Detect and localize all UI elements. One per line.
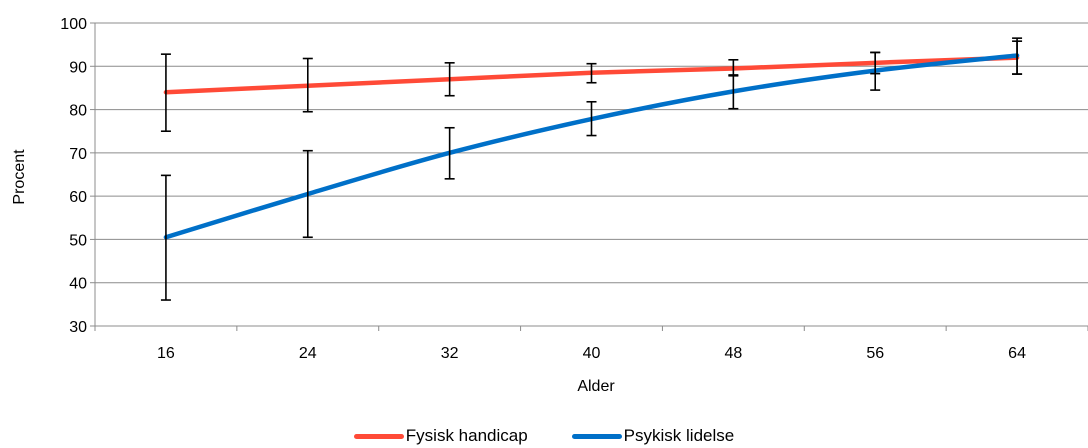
legend-swatch-fysisk-handicap: [353, 433, 404, 439]
y-tick-label-90: 90: [69, 59, 87, 76]
y-tick-label-60: 60: [69, 189, 87, 206]
legend-item-fysisk-handicap: Fysisk handicap: [353, 426, 528, 446]
y-tick-label-40: 40: [69, 276, 87, 293]
error-bars: [160, 37, 1023, 301]
error-bar-psykisk-lidelse: [444, 126, 455, 180]
y-tick-label-50: 50: [69, 232, 87, 249]
error-bar-psykisk-lidelse: [586, 100, 597, 137]
y-tick-label-80: 80: [69, 103, 87, 120]
error-bar-fysisk-handicap: [160, 53, 171, 133]
error-bar-psykisk-lidelse: [160, 174, 171, 301]
x-axis-tick-labels: 16 24 32 40 48 56 64: [157, 345, 1026, 362]
error-bar-psykisk-lidelse: [302, 149, 313, 239]
x-axis: [90, 22, 1088, 331]
error-bar-psykisk-lidelse: [1012, 37, 1023, 75]
error-bar-fysisk-handicap: [302, 57, 313, 113]
x-tick-label-32: 32: [441, 345, 459, 362]
x-tick-label-40: 40: [583, 345, 601, 362]
legend-item-psykisk-lidelse: Psykisk lidelse: [571, 426, 735, 446]
x-tick-label-64: 64: [1008, 345, 1026, 362]
legend-label-fysisk-handicap: Fysisk handicap: [405, 426, 528, 445]
legend-label-psykisk-lidelse: Psykisk lidelse: [623, 426, 735, 445]
y-tick-label-70: 70: [69, 146, 87, 163]
x-tick-label-56: 56: [866, 345, 884, 362]
line-chart: 30 40 50 60 70 80 90 100 16 24 32 40 48 56 64 Procent…: [11, 16, 1088, 395]
y-tick-label-100: 100: [60, 16, 87, 33]
x-tick-label-16: 16: [157, 345, 175, 362]
error-bar-fysisk-handicap: [586, 62, 597, 84]
error-bar-fysisk-handicap: [444, 62, 455, 97]
legend-swatch-psykisk-lidelse: [571, 433, 622, 439]
legend: Fysisk handicap Psykisk lidelse: [0, 424, 1088, 448]
x-tick-label-24: 24: [299, 345, 317, 362]
x-tick-label-48: 48: [724, 345, 742, 362]
error-bar-psykisk-lidelse: [728, 74, 739, 110]
error-bar-psykisk-lidelse: [870, 51, 881, 91]
y-axis-tick-labels: 30 40 50 60 70 80 90 100: [60, 16, 87, 336]
y-axis-title: Procent: [11, 149, 28, 205]
x-axis-title: Alder: [577, 378, 615, 395]
y-tick-label-30: 30: [69, 319, 87, 336]
